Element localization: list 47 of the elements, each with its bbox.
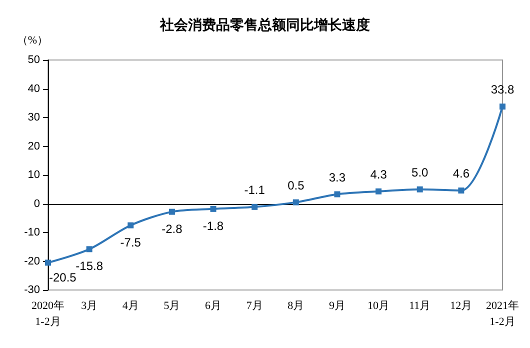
x-tick-label: 9月 bbox=[328, 300, 346, 312]
x-tick-label: 10月 bbox=[368, 300, 390, 312]
y-axis-title: （%） bbox=[16, 34, 48, 46]
point bbox=[292, 199, 299, 206]
y-tick-label: 0 bbox=[34, 198, 40, 210]
point bbox=[458, 188, 464, 194]
data-label: 3.3 bbox=[328, 170, 346, 184]
data-label: -1.1 bbox=[244, 182, 266, 197]
x-tick-label: 4月 bbox=[122, 300, 139, 312]
y-tick-label: 10 bbox=[28, 169, 40, 181]
chart-title: 社会消费品零售总额同比增长速度 bbox=[159, 16, 370, 34]
point bbox=[334, 191, 340, 198]
data-label: -15.8 bbox=[76, 259, 104, 274]
x-tick-label: 3月 bbox=[81, 300, 98, 312]
y-tick-label: 20 bbox=[28, 140, 40, 152]
data-label: -2.8 bbox=[162, 222, 183, 236]
x-tick-label: 5月 bbox=[164, 300, 180, 312]
x-tick-label: 7月 bbox=[246, 300, 263, 312]
x-tick-label: 8月 bbox=[288, 300, 304, 312]
point bbox=[500, 104, 506, 110]
point bbox=[168, 208, 175, 215]
x-tick-label: 6月 bbox=[205, 300, 222, 312]
x-tick-label: 11月 bbox=[409, 300, 431, 312]
point bbox=[86, 246, 92, 252]
data-label: 4.3 bbox=[370, 167, 388, 182]
point bbox=[376, 188, 382, 194]
data-label: 0.5 bbox=[288, 178, 305, 192]
data-label: 4.6 bbox=[452, 166, 470, 181]
point bbox=[252, 204, 258, 210]
point bbox=[128, 222, 134, 228]
y-tick-label: 50 bbox=[28, 54, 40, 66]
y-tick-label: 40 bbox=[28, 82, 40, 95]
data-label: -1.8 bbox=[202, 218, 224, 233]
y-tick-label: 30 bbox=[28, 112, 40, 124]
data-label: -20.5 bbox=[49, 270, 77, 285]
y-tick-label: -20 bbox=[24, 255, 40, 268]
data-label: 5.0 bbox=[412, 165, 429, 180]
y-tick-label: -10 bbox=[24, 226, 40, 238]
y-tick-label: -30 bbox=[24, 284, 40, 296]
point bbox=[45, 260, 51, 266]
x-tick-label: 2020年 1-2月 bbox=[32, 300, 64, 328]
x-tick-label: 2021年 1-2月 bbox=[486, 300, 519, 328]
data-label: -7.5 bbox=[120, 235, 142, 250]
x-tick-label: 12月 bbox=[450, 300, 472, 312]
point bbox=[210, 206, 216, 212]
point bbox=[416, 186, 423, 192]
data-label: 33.8 bbox=[490, 82, 514, 97]
